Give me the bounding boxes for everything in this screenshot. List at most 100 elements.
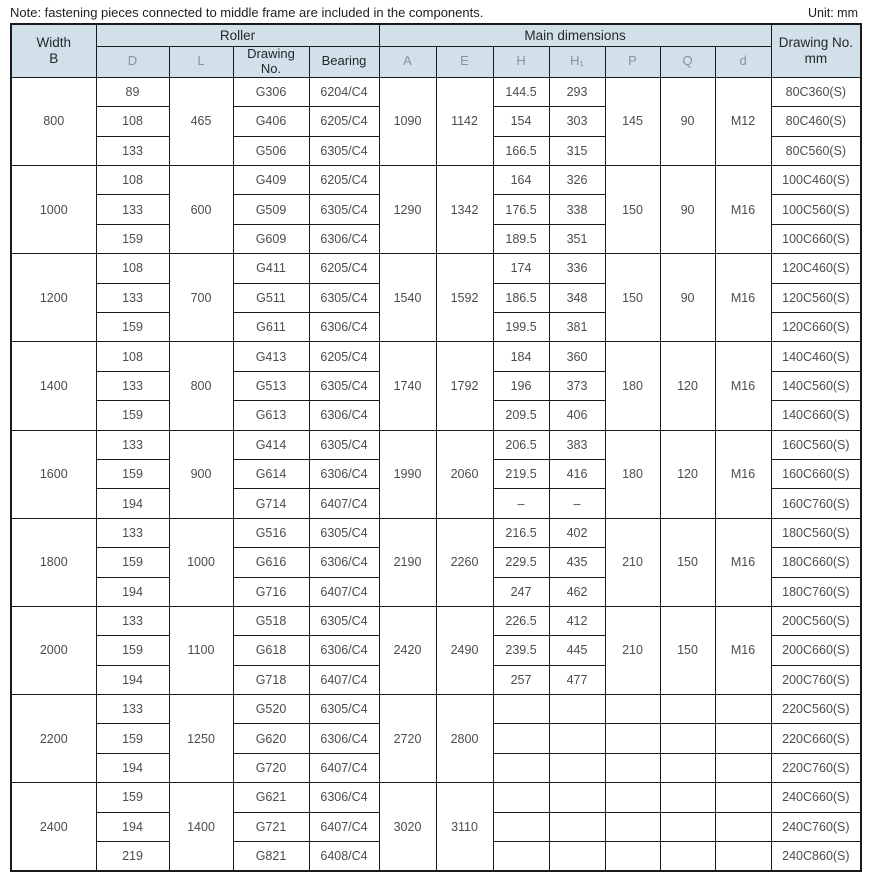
cell-drawing-no-mm: 180C560(S): [770, 517, 862, 549]
cell-roller-d: 194: [95, 488, 170, 519]
cell-dim-h1: [548, 782, 606, 813]
cell-dim-d: M16: [714, 605, 772, 696]
cell-bearing: 6205/C4: [308, 253, 380, 284]
cell-dim-q: [659, 694, 716, 725]
cell-roller-l: 600: [168, 165, 234, 255]
cell-roller-d: 159: [95, 635, 170, 666]
cell-dim-a: 1090: [378, 76, 437, 167]
cell-roller-l: 1250: [168, 694, 234, 784]
cell-roller-d: 159: [95, 400, 170, 431]
cell-roller-d: 159: [95, 458, 170, 490]
cell-roller-d: 159: [95, 223, 170, 255]
cell-roller-drawing-no: G411: [232, 253, 310, 284]
cell-dim-h1: [548, 811, 606, 843]
cell-dim-h1: 445: [548, 635, 606, 666]
cell-drawing-no-mm: 160C660(S): [770, 458, 862, 490]
cell-roller-drawing-no: G609: [232, 223, 310, 255]
cell-roller-drawing-no: G716: [232, 576, 310, 607]
cell-dim-h1: 315: [548, 135, 606, 167]
header-col-bearing: Bearing: [308, 46, 380, 78]
header-main-dimensions: Main dimensions: [378, 23, 772, 47]
cell-width-b: 1400: [10, 341, 97, 431]
header-col-d: D: [95, 46, 170, 78]
cell-roller-l: 900: [168, 429, 234, 519]
table-row: 159 G614 6306/C4 219.5 416 160C660(S): [11, 458, 862, 490]
cell-bearing: 6306/C4: [308, 635, 380, 666]
cell-dim-e: 2490: [435, 605, 494, 696]
cell-dim-h: 164: [492, 165, 550, 196]
cell-dim-p: 150: [604, 253, 661, 343]
cell-drawing-no-mm: 80C460(S): [770, 106, 862, 137]
cell-bearing: 6306/C4: [308, 723, 380, 754]
cell-dim-p: [604, 752, 661, 784]
cell-dim-h1: [548, 841, 606, 872]
cell-dim-h1: 406: [548, 400, 606, 431]
cell-dim-h: 219.5: [492, 458, 550, 490]
cell-roller-d: 133: [95, 694, 170, 725]
table-row: 194 G720 6407/C4 220C760(S): [11, 752, 862, 784]
cell-bearing: 6305/C4: [308, 694, 380, 725]
roller-spec-table: Width B Roller Main dimensions Drawing N…: [10, 23, 863, 872]
cell-roller-drawing-no: G409: [232, 165, 310, 196]
header-sub-row: D L Drawing No. Bearing A E H H₁ P Q d: [11, 46, 861, 78]
cell-dim-e: 1792: [435, 341, 494, 431]
cell-width-b: 800: [10, 76, 97, 167]
cell-width-b: 1600: [10, 429, 97, 519]
cell-dim-h1: 402: [548, 517, 606, 549]
cell-dim-q: [659, 841, 716, 872]
cell-dim-a: 1740: [378, 341, 437, 431]
cell-dim-e: 2800: [435, 694, 494, 784]
cell-dim-h: 239.5: [492, 635, 550, 666]
cell-dim-h1: 351: [548, 223, 606, 255]
table-row: 1600 133 900 G414 6305/C4 1990 2060 206.5 383 180…: [10, 429, 862, 519]
cell-roller-drawing-no: G621: [232, 782, 310, 813]
cell-bearing: 6306/C4: [308, 782, 380, 813]
cell-dim-h1: 373: [548, 370, 606, 402]
cell-drawing-no-mm: 160C760(S): [770, 488, 862, 519]
cell-drawing-no-mm: 120C660(S): [770, 311, 862, 343]
cell-drawing-no-mm: 140C460(S): [770, 341, 862, 372]
table-row: 2000 133 1100 G518 6305/C4 2420 2490 226.5 412 21…: [10, 605, 862, 696]
cell-drawing-no-mm: 240C660(S): [770, 782, 862, 813]
table-row: 133 G511 6305/C4 186.5 348 120C560(S): [11, 282, 862, 314]
cell-roller-drawing-no: G306: [232, 76, 310, 108]
cell-roller-drawing-no: G520: [232, 694, 310, 725]
table-body: 800 89 465 G306 6204/C4 1090 1142 144.5 293 145 90…: [10, 76, 862, 872]
cell-dim-h: 216.5: [492, 517, 550, 549]
cell-roller-drawing-no: G511: [232, 282, 310, 314]
cell-roller-drawing-no: G414: [232, 429, 310, 460]
cell-roller-drawing-no: G516: [232, 517, 310, 549]
cell-dim-e: 2060: [435, 429, 494, 519]
cell-dim-q: 90: [659, 165, 716, 255]
cell-drawing-no-mm: 100C560(S): [770, 194, 862, 225]
table-row: 159 G620 6306/C4 220C660(S): [11, 723, 862, 754]
cell-dim-p: 210: [604, 605, 661, 696]
cell-roller-l: 700: [168, 253, 234, 343]
cell-dim-d: M16: [714, 341, 772, 431]
table-row: 2400 159 1400 G621 6306/C4 3020 3110 240C660(S): [10, 782, 862, 872]
header-col-a: A: [378, 46, 437, 78]
cell-dim-d: [714, 694, 772, 725]
table-row: 194 G714 6407/C4 – – 160C760(S): [11, 488, 862, 519]
page: Note: fastening pieces connected to midd…: [10, 5, 863, 872]
table-row: 159 G611 6306/C4 199.5 381 120C660(S): [11, 311, 862, 343]
cell-roller-d: 108: [95, 253, 170, 284]
cell-bearing: 6407/C4: [308, 664, 380, 696]
cell-dim-h: 226.5: [492, 605, 550, 637]
header-col-e: E: [435, 46, 494, 78]
cell-drawing-no-mm: 200C660(S): [770, 635, 862, 666]
cell-roller-d: 133: [95, 194, 170, 225]
cell-roller-d: 133: [95, 517, 170, 549]
cell-dim-d: M16: [714, 429, 772, 519]
cell-dim-h: [492, 694, 550, 725]
table-header: Width B Roller Main dimensions Drawing N…: [10, 23, 862, 78]
cell-dim-h: [492, 782, 550, 813]
cell-dim-q: 150: [659, 605, 716, 696]
header-col-q: Q: [659, 46, 716, 78]
cell-dim-h1: [548, 752, 606, 784]
cell-bearing: 6407/C4: [308, 576, 380, 607]
cell-roller-drawing-no: G513: [232, 370, 310, 402]
cell-dim-h1: [548, 723, 606, 754]
cell-dim-h1: –: [548, 488, 606, 519]
cell-drawing-no-mm: 240C760(S): [770, 811, 862, 843]
